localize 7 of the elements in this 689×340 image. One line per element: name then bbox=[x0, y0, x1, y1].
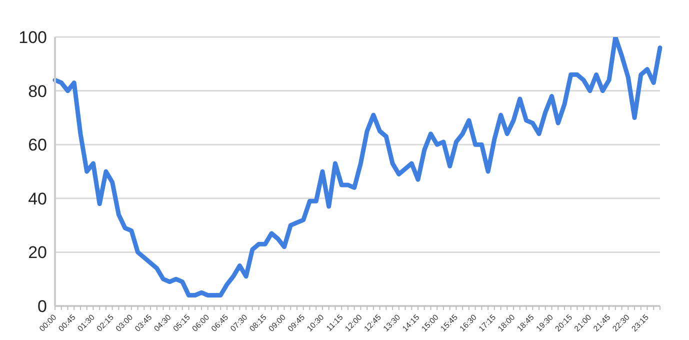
y-tick-label: 80 bbox=[28, 82, 47, 101]
y-tick-label: 60 bbox=[28, 136, 47, 155]
y-tick-label: 0 bbox=[38, 297, 47, 316]
y-tick-label: 100 bbox=[18, 28, 47, 48]
y-tick-label: 20 bbox=[28, 243, 47, 262]
line-series bbox=[52, 37, 662, 298]
y-tick-label: 40 bbox=[28, 189, 47, 208]
